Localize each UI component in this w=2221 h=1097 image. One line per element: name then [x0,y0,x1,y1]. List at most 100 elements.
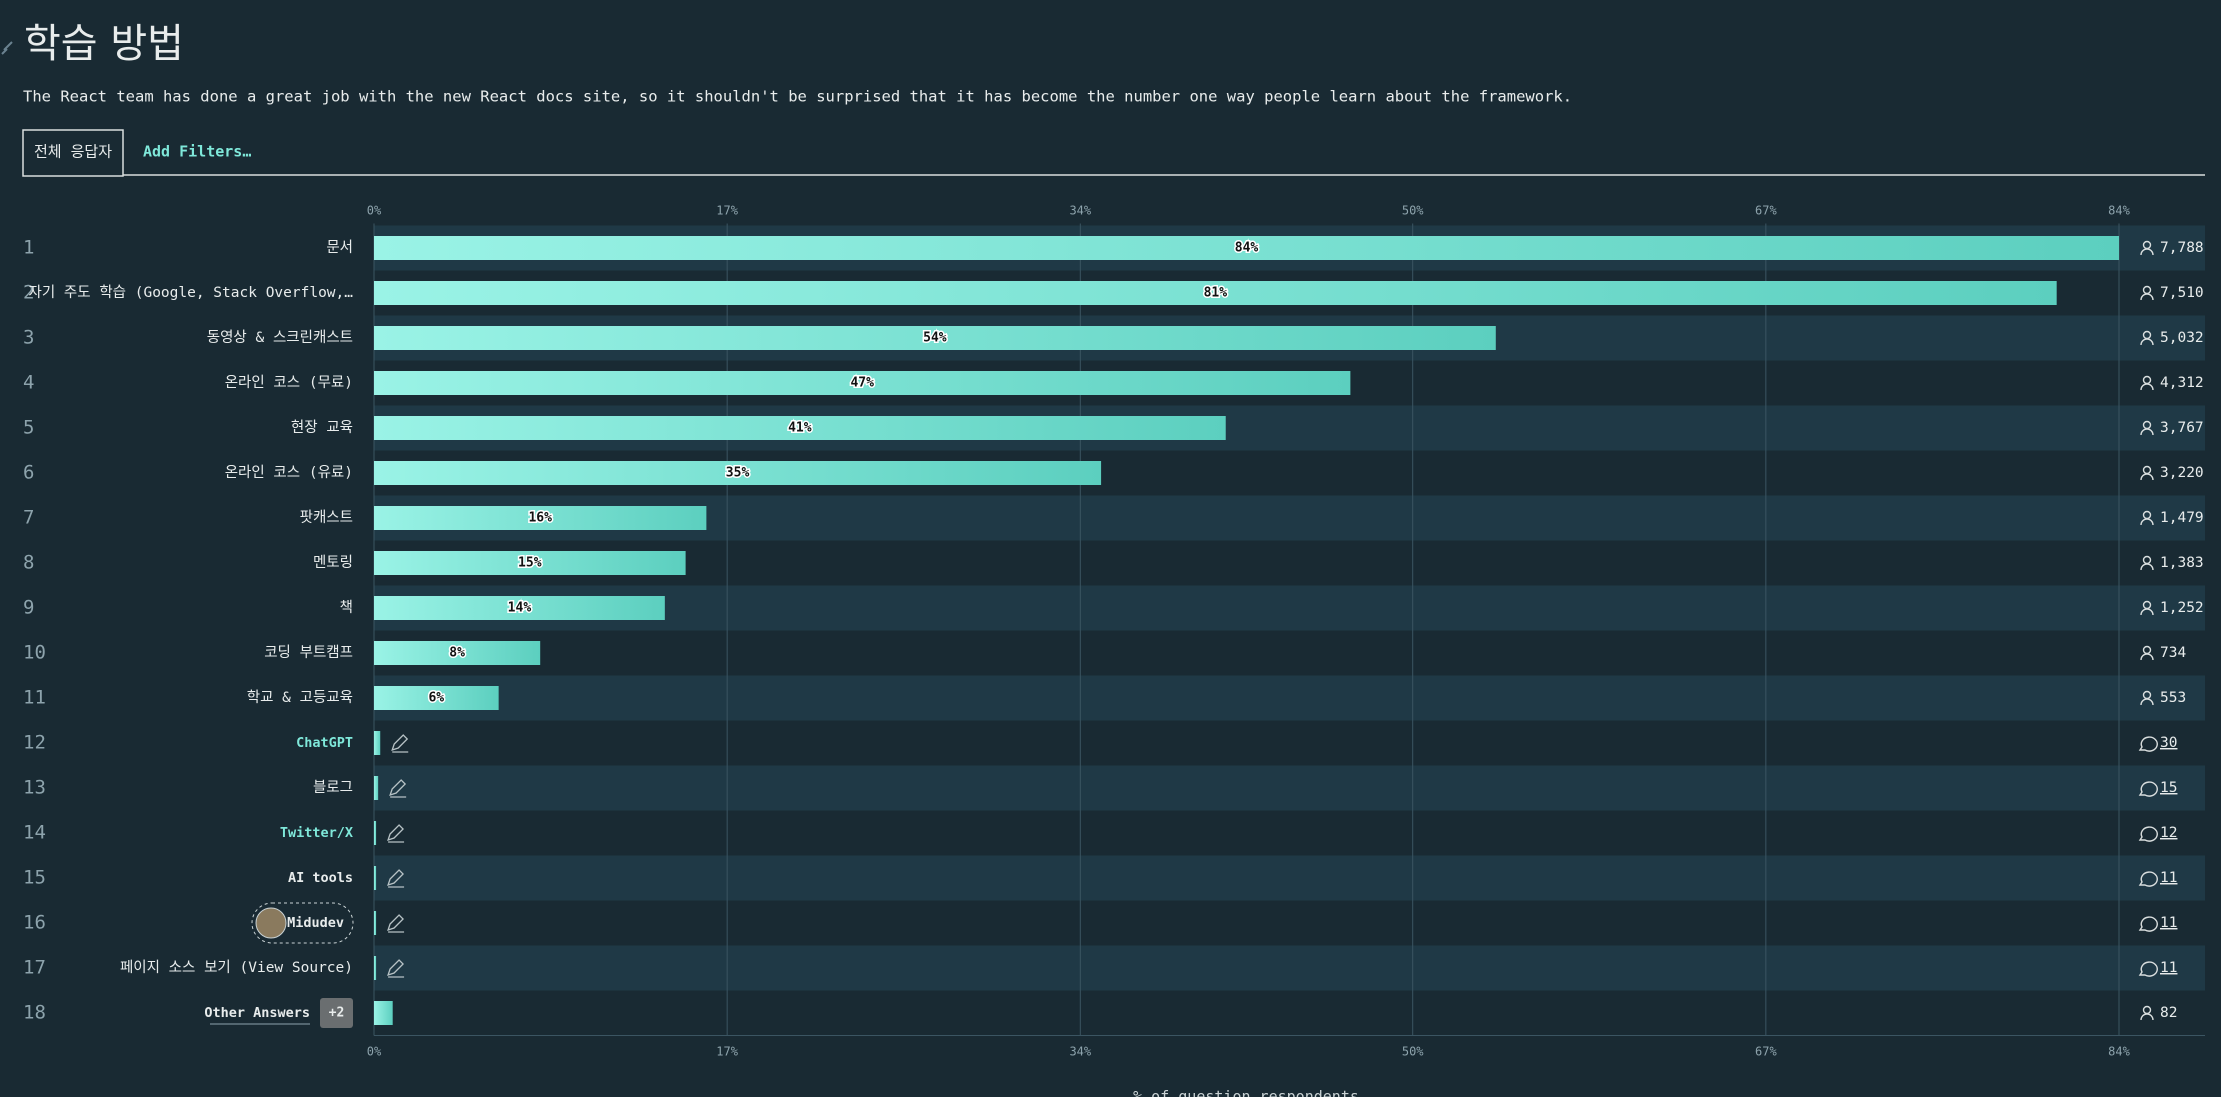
category-label[interactable]: Twitter/X [280,825,353,841]
x-tick-label: 17% [716,204,738,218]
row-band [374,765,2205,811]
bar [374,731,381,755]
more-box[interactable] [320,998,353,1028]
comment-icon [2138,826,2158,842]
user-pill [251,902,354,944]
category-label: 팟캐스트 [300,509,353,526]
count-label: 11 [2160,960,2177,976]
count-label: 12 [2160,825,2177,841]
category-label: 페이지 소스 보기 (View Source) [120,959,353,976]
category-label: 멘토링 [313,554,353,571]
x-axis-label: % of question respondents [1133,1088,1359,1097]
edit-icon [387,914,405,933]
value-label: 16% [528,511,552,526]
count-label: 7,788 [2160,240,2204,256]
rank: 5 [23,417,34,439]
person-icon [2140,653,2154,661]
count-label: 734 [2160,645,2186,661]
category-label: 문서 [326,239,353,256]
rank: 16 [23,912,46,934]
edit-icon [391,734,409,753]
bar [374,326,1496,350]
row-band [374,585,2205,631]
rank: 3 [23,327,34,349]
x-tick-label: 0% [367,204,382,218]
x-tick-label: 84% [2108,204,2130,218]
more-label: +2 [329,1006,345,1021]
rank: 6 [23,462,34,484]
category-label[interactable]: ChatGPT [296,735,353,751]
person-icon [2140,518,2154,526]
rank: 4 [23,372,34,394]
count-label: 553 [2160,690,2186,706]
rank: 9 [23,597,34,619]
rank: 14 [23,822,46,844]
person-icon [2140,698,2154,706]
bar [374,371,1351,395]
x-tick-label: 34% [1069,1045,1091,1059]
x-tick-label: 50% [1402,1045,1424,1059]
x-tick-label: 67% [1755,1045,1777,1059]
bar [374,821,377,845]
count-label: 7,510 [2160,285,2204,301]
value-label: 41% [788,421,812,436]
person-icon [2140,338,2154,346]
row-band [374,675,2205,721]
category-label: 블로그 [313,779,353,796]
value-label: 6% [428,691,444,706]
rank: 11 [23,687,46,709]
count-label: 1,252 [2160,600,2204,616]
value-label: 54% [923,331,947,346]
edit-icon [389,779,407,798]
edit-icon [387,824,405,843]
person-icon [2140,563,2154,571]
rank: 13 [23,777,46,799]
person-icon [2142,555,2152,565]
count-label: 1,383 [2160,555,2204,571]
tab[interactable]: Add Filters… [143,143,251,161]
person-icon [2142,375,2152,385]
person-icon [2142,645,2152,655]
x-tick-label: 84% [2108,1045,2130,1059]
edit-icon [387,869,405,888]
value-label: 81% [1204,286,1228,301]
category-label: 책 [340,599,353,616]
tab[interactable]: 전체 응답자 [34,143,112,161]
person-icon [2142,465,2152,475]
avatar [255,907,287,939]
count-label: 3,767 [2160,420,2204,436]
value-label: 14% [508,601,532,616]
page-title: 학습 방법 [24,21,184,67]
category-label[interactable]: Other Answers [204,1005,310,1021]
count-label: 11 [2160,915,2177,931]
rank: 12 [23,732,46,754]
rank: 17 [23,957,46,979]
category-label: 학교 & 고등교육 [247,689,353,706]
comment-icon [2138,916,2158,932]
bar [374,461,1102,485]
count-label: 82 [2160,1005,2177,1021]
value-label: 35% [726,466,750,481]
comment-icon [2138,961,2158,977]
category-label: 현장 교육 [291,419,353,436]
bar [374,911,377,935]
row-band [374,945,2205,991]
x-tick-label: 50% [1402,204,1424,218]
bar [374,641,541,665]
category-label[interactable]: Midudev [287,915,344,931]
value-label: 84% [1235,241,1259,256]
person-icon [2140,293,2154,301]
bar [374,596,665,620]
tab-box[interactable] [22,129,124,177]
category-label: AI tools [288,870,353,886]
x-tick-label: 34% [1069,204,1091,218]
comment-icon [2138,871,2158,887]
count-label: 1,479 [2160,510,2204,526]
rank: 7 [23,507,34,529]
person-icon [2140,1013,2154,1021]
bar [374,686,499,710]
category-label: 코딩 부트캠프 [264,644,353,661]
x-tick-label: 67% [1755,204,1777,218]
rank: 8 [23,552,34,574]
